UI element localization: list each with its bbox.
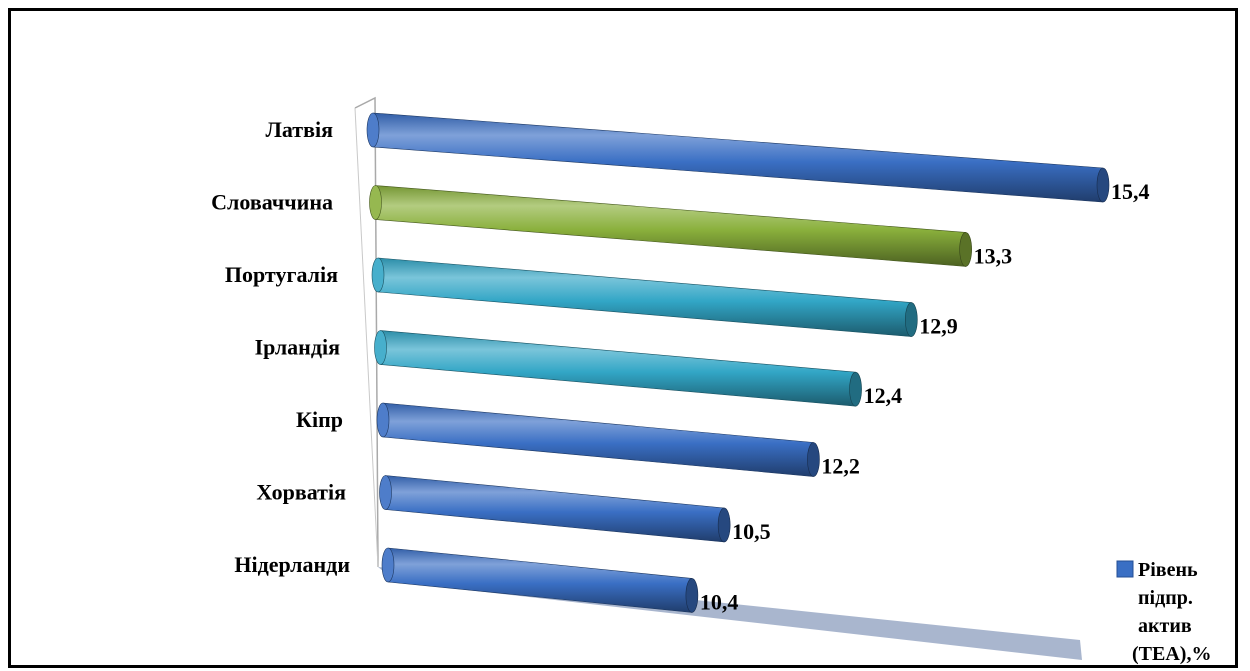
bar-0 [372,112,1104,203]
category-label-4: Кіпр [296,407,343,432]
bar-end-cap-0 [1096,167,1110,203]
legend-line-4: (TEA),% [1132,643,1211,665]
bar-3 [380,330,856,407]
value-labels: 15,4 13,3 12,9 12,4 12,2 10,5 10,4 [700,179,1150,614]
bar-start-cap-5 [379,475,392,510]
bar-start-cap-1 [369,185,382,220]
bar-2 [377,257,912,337]
bar-end-cap-5 [717,507,731,543]
legend-line-1: Рівень [1138,559,1198,581]
bar-start-cap-6 [381,547,395,583]
category-labels: Латвія Словаччина Португалія Ірландія Кіпр Хо… [211,117,350,577]
value-label-2: 12,9 [919,314,958,339]
bar-start-cap-3 [374,330,387,365]
category-label-3: Ірландія [255,335,341,360]
category-label-5: Хорватія [256,480,346,505]
bar-end-cap-4 [807,442,820,477]
value-label-6: 10,4 [700,589,739,614]
bar-end-cap-6 [685,578,699,613]
bar-start-cap-0 [366,112,380,148]
value-label-1: 13,3 [974,243,1013,268]
value-label-4: 12,2 [821,454,860,479]
value-label-3: 12,4 [864,383,903,408]
chart-frame [8,8,1238,668]
bar-5 [385,475,725,543]
bar-6 [387,547,693,613]
chart-wall-edge [354,107,379,568]
legend-swatch [1116,560,1134,578]
bar-end-cap-3 [849,371,862,407]
chart-back-wall [354,96,379,568]
category-label-2: Португалія [225,262,338,287]
category-label-6: Нідерланди [234,552,350,577]
bar-start-cap-4 [376,402,390,438]
bars-group [366,112,1110,613]
legend: Рівень підпр. актив (TEA),% [1116,559,1211,665]
legend-line-2: підпр. [1138,587,1193,609]
value-label-5: 10,5 [732,519,771,544]
bar-end-cap-1 [959,232,972,267]
bar-1 [375,185,966,267]
bar-start-cap-2 [371,257,385,293]
bar-end-cap-2 [905,302,918,337]
legend-line-3: актив [1138,615,1192,637]
category-label-0: Латвія [265,117,333,142]
bar-4 [382,402,814,477]
category-label-1: Словаччина [211,190,333,215]
value-label-0: 15,4 [1111,179,1150,204]
